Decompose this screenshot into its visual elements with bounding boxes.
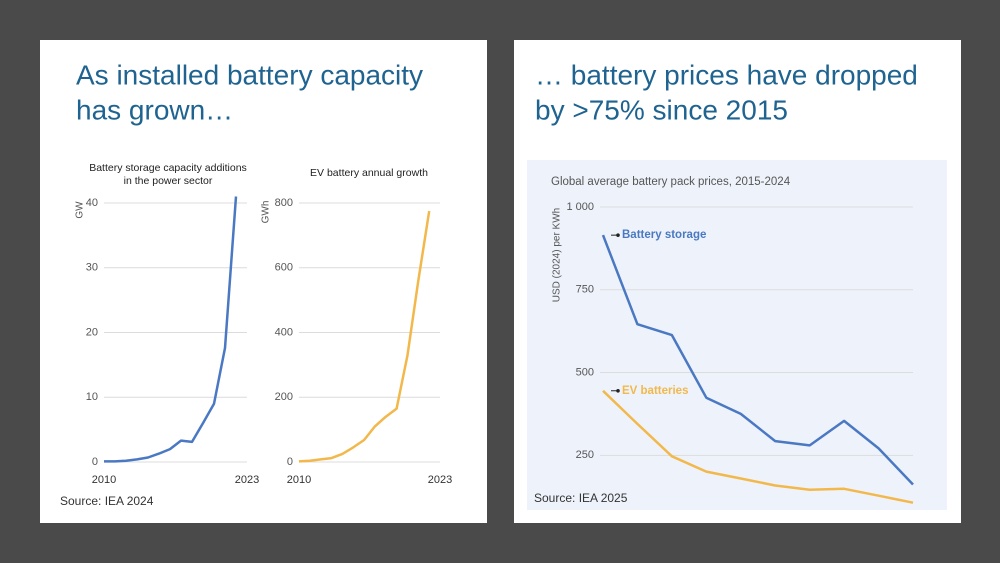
series-label: Battery storage [622, 229, 706, 241]
y-tick-label: 200 [275, 391, 293, 403]
y-tick-label: 20 [86, 326, 98, 338]
series-label: EV batteries [622, 385, 688, 397]
y-tick-label: 10 [86, 391, 98, 403]
data-line [298, 210, 431, 463]
data-line [602, 389, 914, 504]
source: Source: IEA 2025 [534, 491, 628, 505]
y-tick-label: 800 [275, 197, 293, 209]
y-tick-label: 250 [576, 449, 594, 461]
source: Source: IEA 2024 [60, 494, 154, 508]
y-tick-label: 0 [92, 456, 98, 468]
x-tick-label: 2010 [92, 474, 116, 486]
leader-dot [616, 233, 620, 237]
x-tick-label: 2023 [235, 474, 259, 486]
x-tick-label: 2023 [428, 474, 452, 486]
panel-title: As installed battery capacity [76, 59, 423, 90]
y-tick-label: 500 [576, 366, 594, 378]
y-tick-label: 750 [576, 284, 594, 296]
chart-background [527, 160, 947, 510]
panel-title: has grown… [76, 94, 233, 125]
panel-title: by >75% since 2015 [535, 94, 788, 125]
left-panel [40, 40, 487, 523]
chart-title: EV battery annual growth [310, 167, 428, 179]
y-tick-label: 600 [275, 262, 293, 274]
y-tick-label: 1 000 [566, 201, 594, 213]
y-tick-label: 40 [86, 197, 98, 209]
y-axis-label: GW [75, 201, 86, 219]
x-tick-label: 2010 [287, 474, 311, 486]
chart-title: in the power sector [124, 175, 213, 187]
leader-dot [616, 388, 620, 393]
y-tick-label: 400 [275, 326, 293, 338]
data-line [104, 196, 238, 463]
panel-title: … battery prices have dropped [535, 59, 918, 90]
data-line [601, 234, 914, 486]
y-tick-label: 30 [86, 262, 98, 274]
chart-title: Battery storage capacity additions [89, 162, 247, 174]
chart-title: Global average battery pack prices, 2015… [551, 176, 791, 188]
y-tick-label: 0 [287, 456, 293, 468]
y-axis-label: USD (2024) per KWh [552, 208, 563, 302]
y-axis-label: GWh [261, 201, 272, 224]
